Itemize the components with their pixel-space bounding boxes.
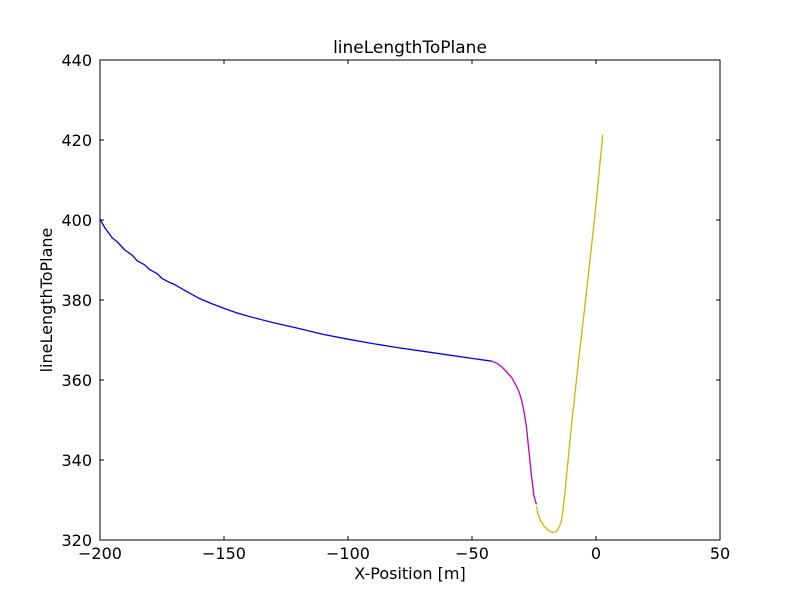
x-tick-label: 0 — [591, 544, 601, 563]
y-tick-label: 440 — [61, 51, 92, 70]
y-tick-label: 400 — [61, 211, 92, 230]
series-line-3 — [535, 134, 604, 534]
x-axis-label: X-Position [m] — [354, 564, 465, 583]
x-tick-label: −150 — [202, 544, 246, 563]
y-tick-label: 320 — [61, 531, 92, 550]
x-tick-label: −200 — [78, 544, 122, 563]
y-axis-label: lineLengthToPlane — [37, 228, 56, 373]
y-axis-ticks: 320 340 360 380 400 420 440 — [61, 51, 720, 550]
x-tick-label: −50 — [455, 544, 489, 563]
y-tick-label: 420 — [61, 131, 92, 150]
x-tick-label: 50 — [710, 544, 730, 563]
plot-area — [100, 60, 720, 540]
x-tick-label: −100 — [326, 544, 370, 563]
x-axis-ticks: −200 −150 −100 −50 0 50 — [78, 60, 730, 563]
series-layer — [99, 134, 604, 534]
y-tick-label: 360 — [61, 371, 92, 390]
series-line-1 — [99, 218, 492, 362]
series-line-2 — [491, 360, 538, 505]
chart-title: lineLengthToPlane — [333, 38, 487, 58]
y-tick-label: 340 — [61, 451, 92, 470]
y-tick-label: 380 — [61, 291, 92, 310]
